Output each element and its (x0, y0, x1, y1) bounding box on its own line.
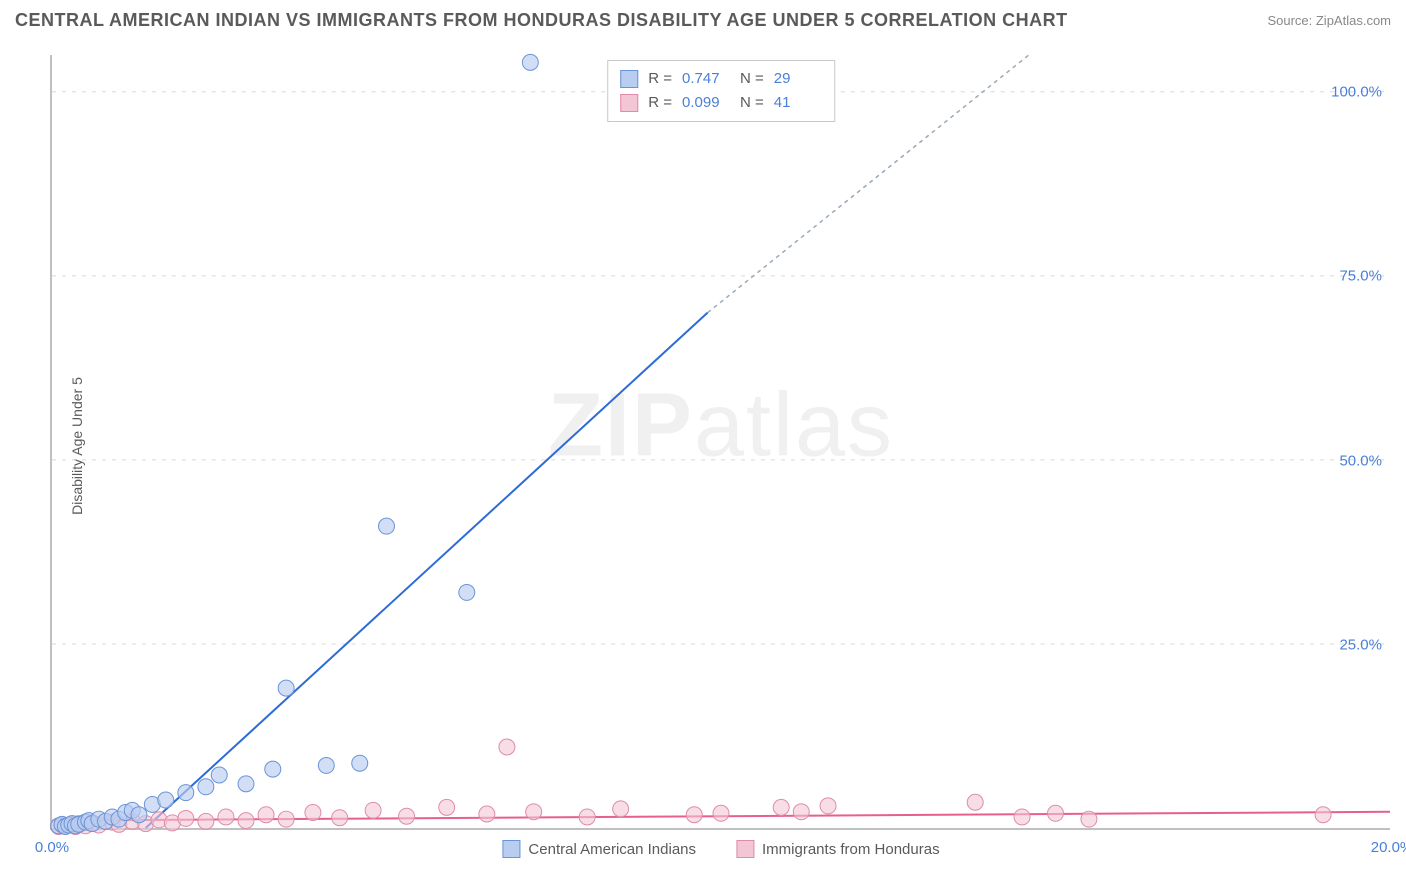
data-point (1081, 811, 1097, 827)
data-point (278, 680, 294, 696)
data-point (178, 810, 194, 826)
data-point (198, 779, 214, 795)
stats-legend-box: R = 0.747 N = 29 R = 0.099 N = 41 (607, 60, 835, 122)
stats-row-series-0: R = 0.747 N = 29 (620, 67, 822, 91)
source-attribution: Source: ZipAtlas.com (1267, 13, 1391, 28)
data-point (178, 785, 194, 801)
stats-row-series-1: R = 0.099 N = 41 (620, 91, 822, 115)
y-tick-label: 25.0% (1339, 637, 1382, 654)
data-point (211, 767, 227, 783)
data-point (379, 518, 395, 534)
r-value-1: 0.099 (682, 91, 730, 115)
data-point (522, 54, 538, 70)
n-label: N = (740, 91, 764, 115)
legend-bottom: Central American Indians Immigrants from… (502, 840, 939, 858)
x-tick-label: 0.0% (35, 839, 69, 856)
data-point (479, 806, 495, 822)
data-point (967, 794, 983, 810)
chart-title: CENTRAL AMERICAN INDIAN VS IMMIGRANTS FR… (15, 10, 1068, 31)
plot-svg (52, 55, 1390, 828)
data-point (198, 813, 214, 829)
data-point (399, 808, 415, 824)
r-label: R = (648, 91, 672, 115)
data-point (686, 807, 702, 823)
data-point (1315, 807, 1331, 823)
data-point (218, 809, 234, 825)
swatch-series-0 (620, 70, 638, 88)
legend-item-1: Immigrants from Honduras (736, 840, 940, 858)
data-point (773, 799, 789, 815)
y-tick-label: 75.0% (1339, 268, 1382, 285)
legend-swatch-0 (502, 840, 520, 858)
data-point (365, 802, 381, 818)
data-point (713, 805, 729, 821)
data-point (1048, 805, 1064, 821)
data-point (238, 813, 254, 829)
data-point (305, 805, 321, 821)
y-tick-label: 100.0% (1331, 83, 1382, 100)
r-value-0: 0.747 (682, 67, 730, 91)
data-point (459, 584, 475, 600)
legend-swatch-1 (736, 840, 754, 858)
data-point (352, 755, 368, 771)
data-point (258, 807, 274, 823)
data-point (332, 810, 348, 826)
legend-item-0: Central American Indians (502, 840, 696, 858)
data-point (613, 801, 629, 817)
x-tick-label: 20.0% (1371, 839, 1406, 856)
n-value-0: 29 (774, 67, 822, 91)
data-point (439, 799, 455, 815)
data-point (265, 761, 281, 777)
legend-label-0: Central American Indians (528, 841, 696, 858)
plot-area: ZIPatlas R = 0.747 N = 29 R = 0.099 N = … (50, 55, 1390, 830)
data-point (579, 809, 595, 825)
data-point (1014, 809, 1030, 825)
data-point (820, 798, 836, 814)
data-point (238, 776, 254, 792)
data-point (158, 792, 174, 808)
data-point (526, 804, 542, 820)
y-tick-label: 50.0% (1339, 452, 1382, 469)
data-point (278, 811, 294, 827)
data-point (131, 807, 147, 823)
legend-label-1: Immigrants from Honduras (762, 841, 940, 858)
swatch-series-1 (620, 94, 638, 112)
n-value-1: 41 (774, 91, 822, 115)
data-point (499, 739, 515, 755)
data-point (318, 757, 334, 773)
data-point (793, 804, 809, 820)
n-label: N = (740, 67, 764, 91)
r-label: R = (648, 67, 672, 91)
